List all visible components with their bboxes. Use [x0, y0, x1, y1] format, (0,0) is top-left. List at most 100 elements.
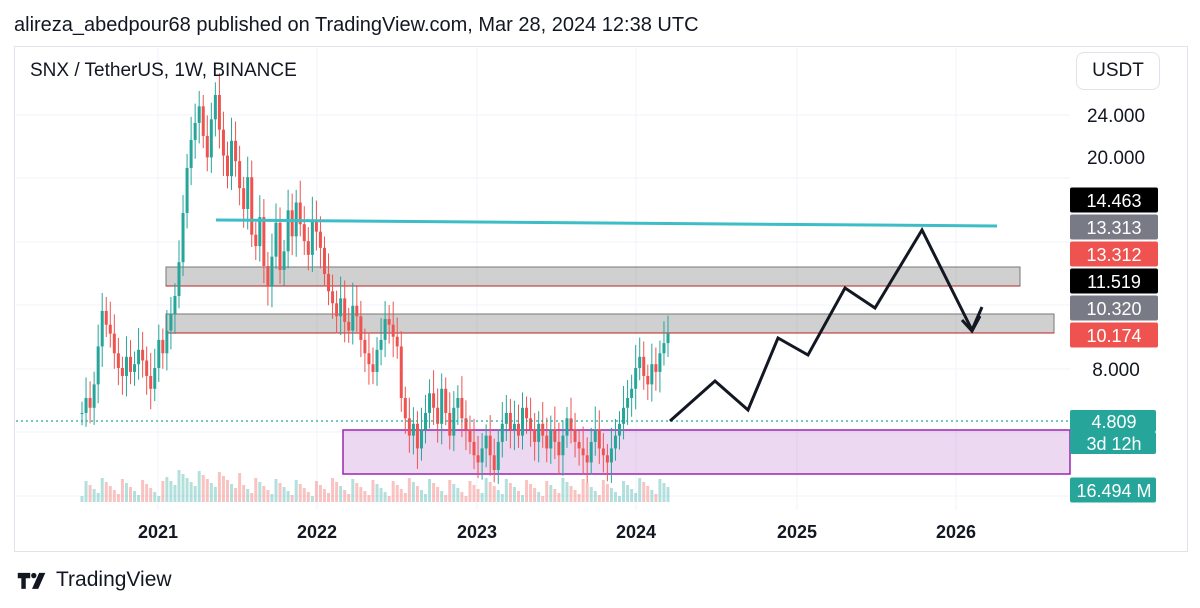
- volume-bar: [658, 479, 662, 502]
- volume-bar: [84, 481, 88, 502]
- candle-body: [193, 122, 197, 140]
- chart-frame[interactable]: [14, 46, 1188, 552]
- candle-body: [415, 423, 419, 449]
- candle-body: [128, 356, 132, 372]
- volume-bar: [634, 493, 638, 502]
- volume-bar: [642, 482, 646, 502]
- price-label: 16.494 M: [1070, 477, 1156, 503]
- volume-bar: [205, 479, 209, 502]
- candle-body: [225, 155, 229, 177]
- volume-bar: [193, 486, 197, 502]
- candle-body: [581, 448, 585, 456]
- candle-body: [80, 412, 84, 414]
- candle-layer: [80, 73, 670, 484]
- volume-bar: [137, 495, 141, 502]
- price-label-bg: [1070, 295, 1158, 321]
- volume-bar: [585, 483, 589, 502]
- candle-body: [197, 106, 201, 123]
- candle-body: [367, 353, 371, 365]
- candle-body: [533, 429, 537, 442]
- candle-body: [525, 407, 529, 419]
- candle-body: [605, 455, 609, 463]
- price-label-bg: [1070, 241, 1158, 267]
- currency-button[interactable]: USDT: [1076, 52, 1160, 90]
- volume-bar: [561, 478, 565, 502]
- candle-body: [387, 319, 391, 325]
- volume-bar: [274, 479, 278, 502]
- volume-bar: [375, 484, 379, 502]
- x-tick-label: 2021: [138, 522, 178, 542]
- candle-body: [355, 305, 359, 317]
- candle-body: [262, 217, 266, 267]
- candle-body: [278, 222, 282, 270]
- volume-bar: [496, 490, 500, 502]
- candle-body: [553, 429, 557, 442]
- volume-bar: [306, 492, 310, 502]
- volume-bar: [367, 495, 371, 502]
- candle-body: [521, 407, 525, 436]
- volume-bar: [371, 480, 375, 502]
- candle-body: [666, 333, 670, 344]
- candle-body: [391, 324, 395, 337]
- volume-bar: [516, 491, 520, 502]
- volume-bar: [444, 495, 448, 502]
- candle-body: [230, 140, 234, 177]
- volume-bar: [601, 480, 605, 502]
- volume-bar: [112, 490, 116, 502]
- candle-body: [137, 349, 141, 365]
- price-label-bg: [1070, 214, 1158, 240]
- candle-body: [504, 412, 508, 424]
- volume-bar: [88, 485, 92, 502]
- volume-bar: [290, 495, 294, 502]
- candle-body: [302, 224, 306, 242]
- volume-bar: [298, 484, 302, 502]
- volume-bar: [347, 494, 351, 502]
- volume-bar: [108, 486, 112, 502]
- candle-body: [650, 364, 654, 385]
- volume-bar: [419, 490, 423, 502]
- candle-body: [444, 388, 448, 413]
- volume-bar: [294, 480, 298, 502]
- candle-body: [88, 397, 92, 408]
- candle-body: [363, 339, 367, 354]
- volume-bar: [335, 482, 339, 502]
- candle-body: [613, 435, 617, 449]
- candle-body: [331, 291, 335, 304]
- footer-brand: TradingView: [56, 568, 172, 591]
- volume-bar: [428, 479, 432, 502]
- candle-body: [310, 219, 314, 255]
- candle-body: [468, 429, 472, 442]
- volume-bar: [452, 484, 456, 502]
- volume-bar: [593, 491, 597, 502]
- candle-body: [609, 448, 613, 463]
- volume-bar: [225, 480, 229, 502]
- candle-body: [177, 262, 181, 296]
- volume-bar: [622, 481, 626, 502]
- volume-bar: [557, 493, 561, 502]
- candle-body: [585, 455, 589, 463]
- volume-bar: [242, 485, 246, 502]
- publish-header: alireza_abedpour68 published on TradingV…: [14, 14, 699, 36]
- volume-bar: [177, 470, 181, 502]
- price-label: 10.174: [1070, 322, 1158, 348]
- price-label-bg: [1070, 410, 1156, 432]
- volume-bar: [553, 489, 557, 502]
- volume-bar: [100, 478, 104, 502]
- volume-bar: [508, 483, 512, 502]
- volume-bar: [201, 475, 205, 502]
- candle-body: [545, 435, 549, 449]
- volume-bar: [456, 488, 460, 502]
- price-label-text: 10.320: [1086, 299, 1141, 319]
- candle-body: [589, 441, 593, 463]
- candle-body: [359, 316, 363, 340]
- volume-bar: [424, 494, 428, 502]
- price-label: 14.463: [1070, 187, 1158, 213]
- candle-body: [124, 356, 128, 376]
- volume-bar: [626, 485, 630, 502]
- candle-body: [565, 418, 569, 436]
- projection-arrowhead: [960, 315, 982, 334]
- footer[interactable]: TradingView: [16, 568, 172, 592]
- volume-bar: [415, 486, 419, 502]
- volume-bar: [355, 483, 359, 502]
